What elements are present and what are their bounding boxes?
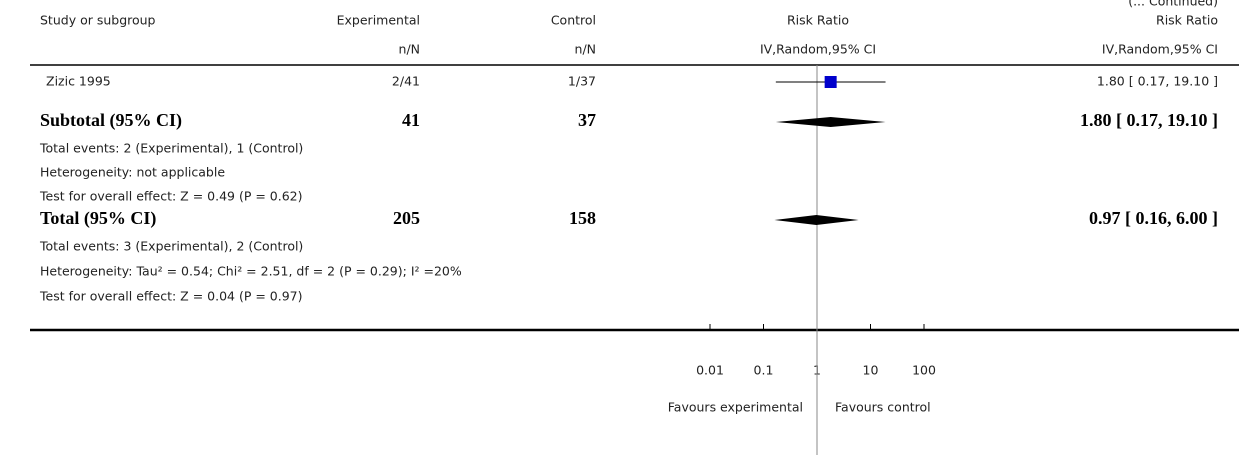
control-cell: 158 bbox=[569, 208, 596, 228]
header: Study or subgroup bbox=[40, 13, 156, 28]
effect-cell: 1.80 [ 0.17, 19.10 ] bbox=[1080, 110, 1218, 130]
row-label: Subtotal (95% CI) bbox=[40, 110, 182, 131]
row-label: Total events: 2 (Experimental), 1 (Contr… bbox=[39, 141, 303, 156]
control-cell: 37 bbox=[578, 110, 596, 130]
row-label: Zizic 1995 bbox=[46, 74, 111, 89]
header: n/N bbox=[399, 42, 420, 57]
favours-label: Favours experimental bbox=[668, 400, 803, 415]
row-label: Test for overall effect: Z = 0.04 (P = 0… bbox=[39, 289, 303, 304]
row-label: Heterogeneity: Tau² = 0.54; Chi² = 2.51,… bbox=[40, 264, 462, 279]
row-label: Total (95% CI) bbox=[40, 208, 156, 229]
x-tick-label: 10 bbox=[863, 363, 879, 378]
point-estimate bbox=[824, 76, 837, 88]
summary-diamond bbox=[774, 215, 859, 225]
experimental-cell: 2/41 bbox=[392, 74, 420, 89]
summary-diamond bbox=[775, 117, 886, 127]
row-label: Test for overall effect: Z = 0.49 (P = 0… bbox=[39, 189, 303, 204]
row-label: Heterogeneity: not applicable bbox=[40, 165, 225, 180]
header: Risk Ratio bbox=[1156, 13, 1218, 28]
x-tick-label: 100 bbox=[912, 363, 936, 378]
experimental-cell: 205 bbox=[393, 208, 420, 228]
control-cell: 1/37 bbox=[568, 74, 596, 89]
effect-cell: 1.80 [ 0.17, 19.10 ] bbox=[1097, 74, 1218, 89]
header: Control bbox=[551, 13, 596, 28]
continued-note: (... Continued) bbox=[1128, 0, 1218, 9]
row-label: Total events: 3 (Experimental), 2 (Contr… bbox=[39, 239, 303, 254]
header: n/N bbox=[575, 42, 596, 57]
experimental-cell: 41 bbox=[402, 110, 420, 130]
favours-label: Favours control bbox=[835, 400, 931, 415]
header: IV,Random,95% CI bbox=[1102, 42, 1218, 57]
header: IV,Random,95% CI bbox=[760, 42, 876, 57]
x-tick-label: 0.01 bbox=[696, 363, 724, 378]
x-tick-label: 0.1 bbox=[754, 363, 774, 378]
effect-cell: 0.97 [ 0.16, 6.00 ] bbox=[1089, 208, 1218, 228]
header: Experimental bbox=[337, 13, 420, 28]
header: Risk Ratio bbox=[787, 13, 849, 28]
